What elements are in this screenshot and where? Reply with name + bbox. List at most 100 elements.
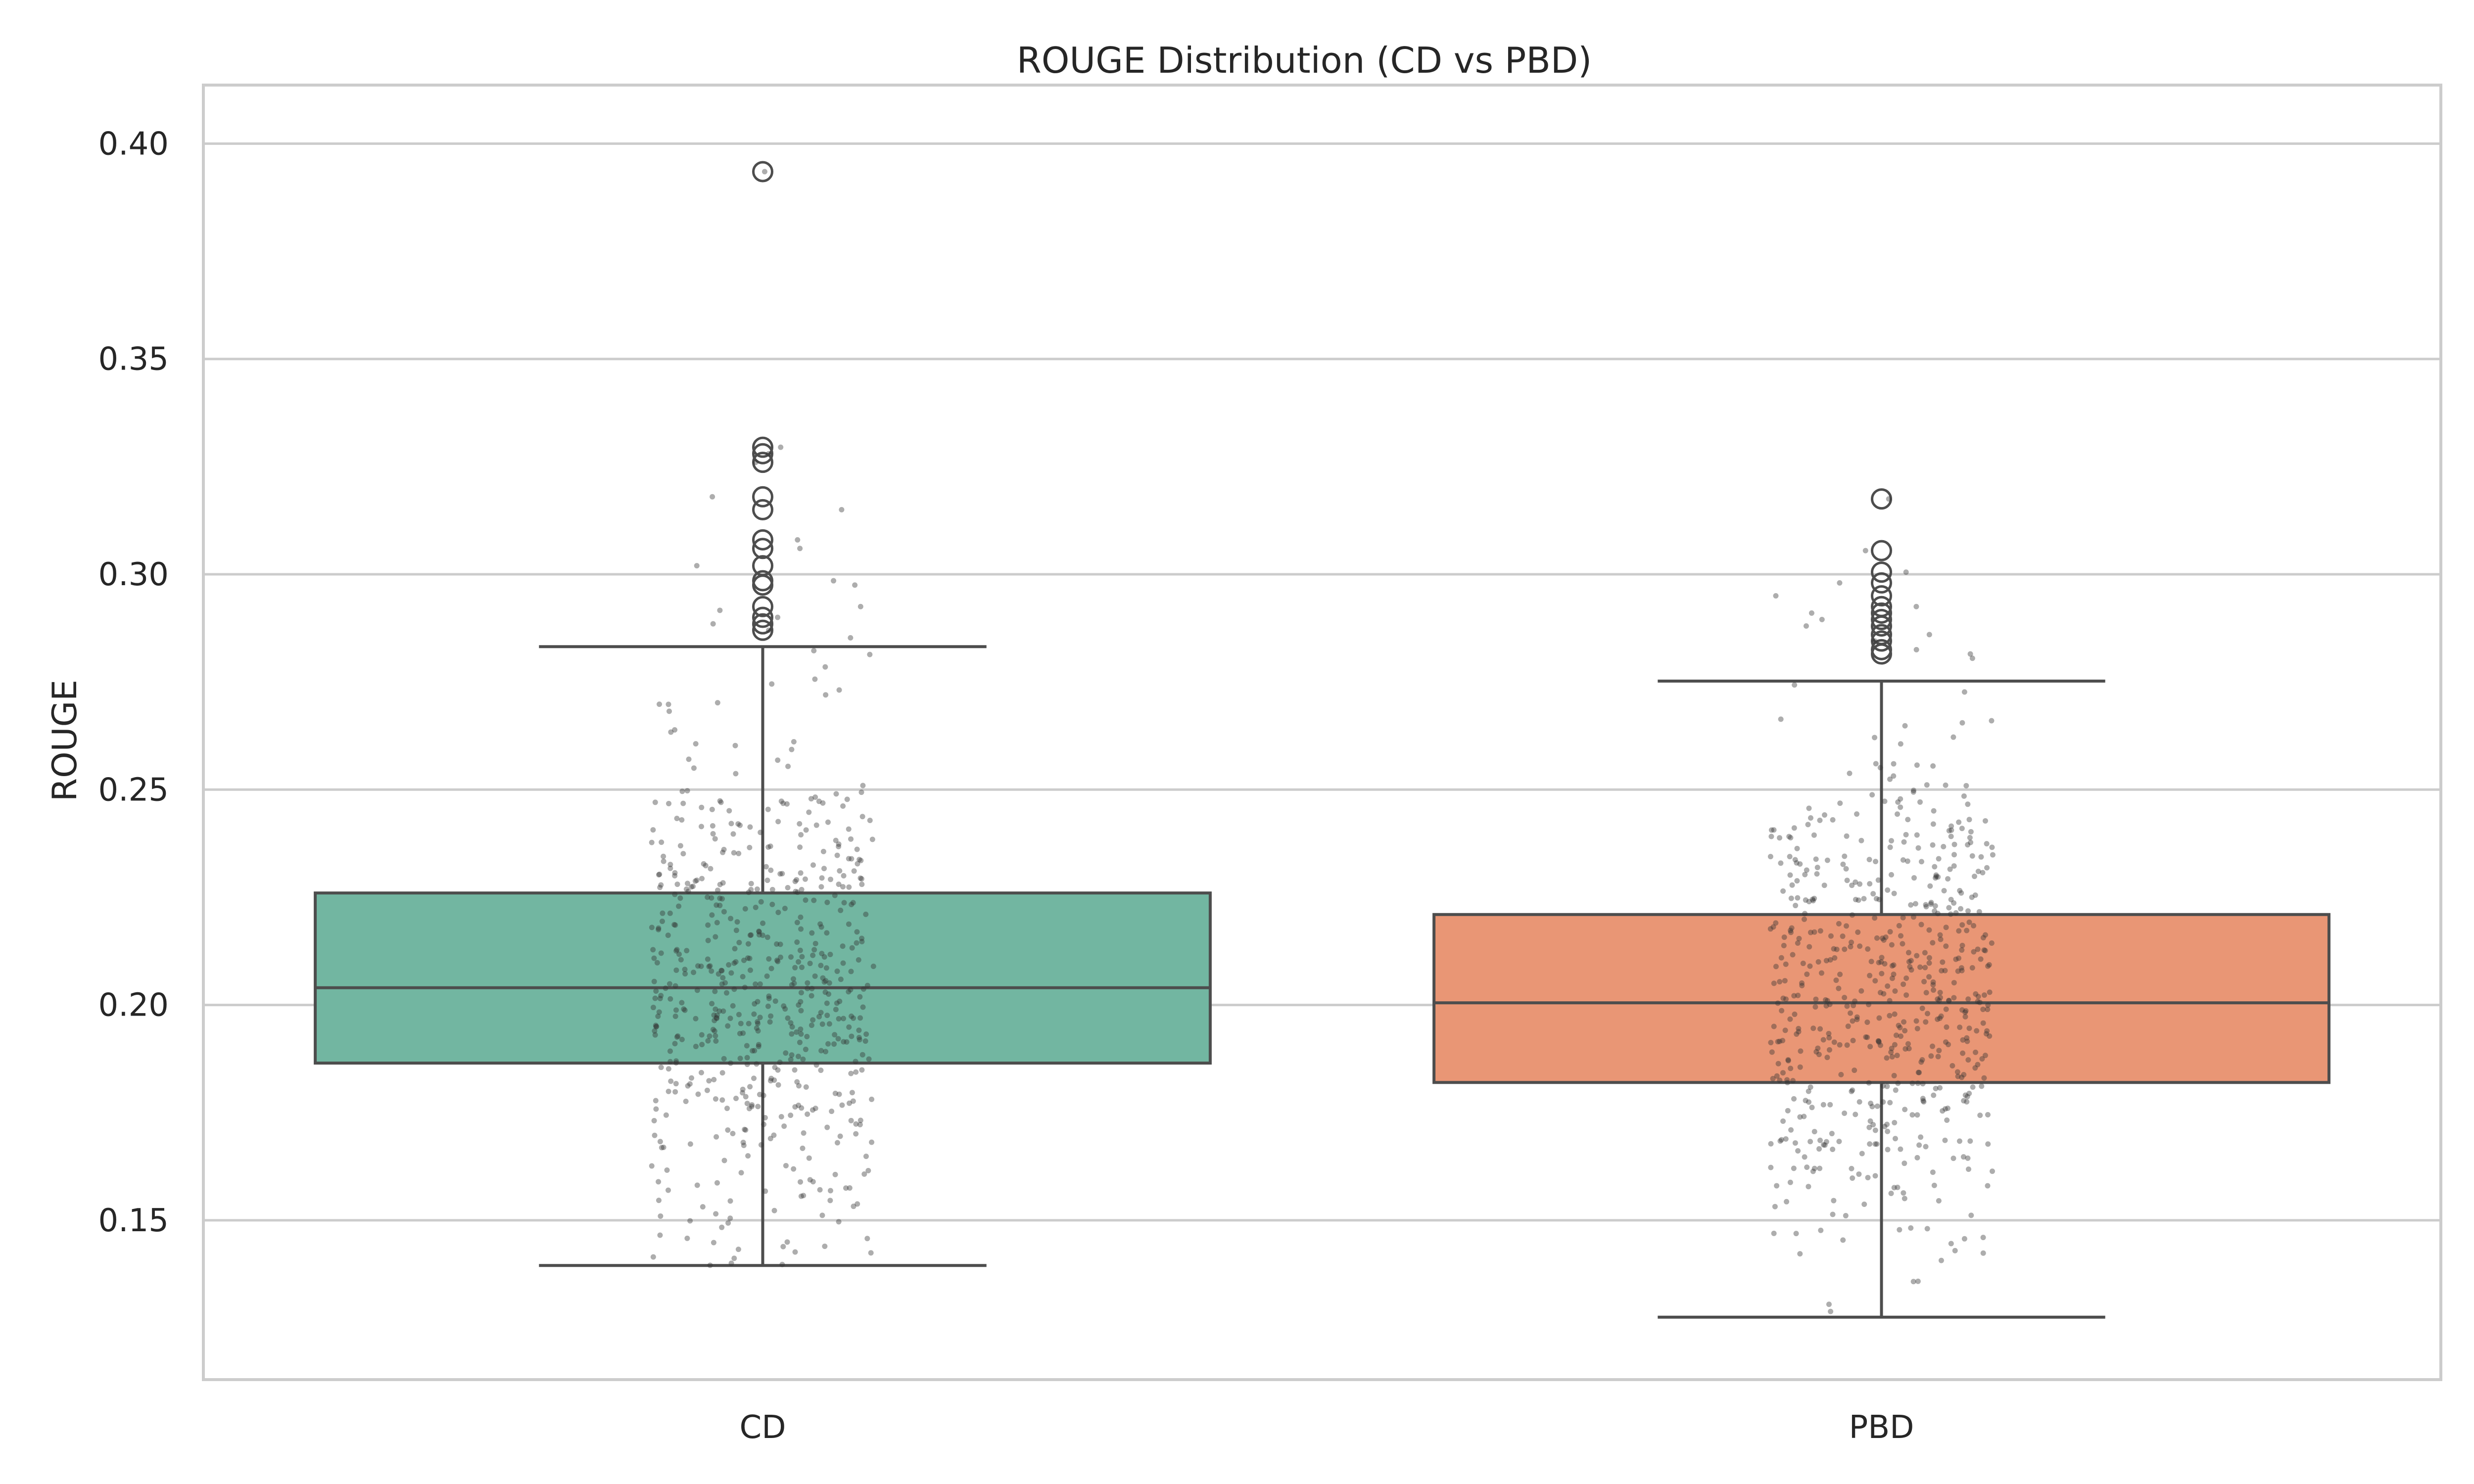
strip-point [795, 537, 801, 543]
strip-point [1922, 950, 1928, 956]
strip-point [723, 990, 729, 996]
strip-point [1767, 926, 1773, 932]
strip-point [1924, 1011, 1930, 1017]
strip-point [1816, 1146, 1822, 1152]
strip-point [841, 900, 847, 906]
strip-point [666, 701, 671, 707]
strip-point [784, 1239, 790, 1245]
strip-point [767, 843, 773, 849]
strip-point [757, 981, 763, 987]
strip-point [705, 922, 711, 928]
strip-point [1782, 1027, 1788, 1033]
strip-point [672, 1041, 678, 1047]
strip-point [1877, 990, 1883, 996]
strip-point [694, 987, 700, 993]
strip-point [728, 916, 734, 922]
strip-point [856, 1027, 862, 1033]
strip-point [791, 976, 797, 982]
strip-point [692, 878, 698, 884]
strip-point [816, 1014, 822, 1020]
strip-point [668, 1078, 674, 1084]
strip-point [777, 941, 783, 947]
strip-point [1838, 1071, 1844, 1077]
strip-point [1851, 1003, 1856, 1009]
strip-point [1928, 1053, 1934, 1059]
strip-point [1801, 916, 1807, 922]
strip-point [849, 1033, 855, 1039]
strip-point [728, 970, 734, 976]
x-axis-ticks: CD PBD [740, 1409, 1914, 1446]
outlier-point [1871, 602, 1892, 624]
outlier-point [1871, 639, 1892, 660]
strip-point [1893, 1087, 1899, 1093]
strip-point [695, 963, 701, 969]
strip-points [649, 169, 1996, 1314]
strip-point [674, 1034, 680, 1040]
strip-point [709, 968, 714, 974]
strip-cd [649, 169, 876, 1268]
strip-point [1891, 972, 1897, 977]
strip-point [846, 989, 852, 995]
strip-point [812, 794, 818, 800]
strip-point [1970, 1084, 1976, 1090]
strip-point [1884, 1121, 1890, 1127]
strip-point [826, 991, 832, 997]
strip-point [1772, 1204, 1778, 1209]
strip-point [1806, 1099, 1812, 1105]
strip-point [1827, 1102, 1833, 1108]
strip-point [684, 881, 690, 886]
y-tick-label: 0.35 [98, 341, 169, 378]
strip-point [1918, 1134, 1924, 1140]
strip-point [714, 1016, 720, 1021]
strip-point [846, 856, 852, 862]
strip-point [1903, 569, 1909, 575]
strip-point [1935, 874, 1941, 880]
strip-point [761, 1092, 766, 1098]
strip-point [747, 967, 753, 973]
strip-point [797, 844, 803, 850]
strip-point [1874, 1141, 1880, 1147]
strip-point [1971, 874, 1977, 880]
strip-point [840, 960, 846, 966]
strip-point [768, 867, 774, 873]
strip-point [1895, 799, 1901, 805]
strip-point [1802, 1154, 1808, 1160]
strip-point [1958, 890, 1964, 896]
strip-point [1972, 1065, 1978, 1071]
strip-point [777, 871, 783, 877]
strip-point [1951, 900, 1957, 906]
strip-point [1936, 998, 1942, 1004]
strip-point [1931, 808, 1937, 814]
outlier-point [752, 161, 773, 183]
strip-point [742, 906, 748, 912]
strip-point [1908, 902, 1914, 908]
strip-point [832, 1032, 838, 1038]
strip-point [762, 1115, 768, 1121]
strip-point [673, 948, 679, 954]
strip-point [1903, 1046, 1908, 1052]
strip-point [667, 1048, 673, 1054]
strip-point [1872, 978, 1878, 984]
strip-point [1933, 874, 1939, 880]
strip-point [1882, 798, 1888, 804]
strip-point [1817, 817, 1823, 823]
strip-point [859, 814, 865, 820]
strip-point [732, 742, 738, 748]
strip-point [1930, 1169, 1936, 1175]
strip-point [1989, 940, 1995, 946]
strip-point [1866, 857, 1872, 863]
strip-point [1888, 872, 1894, 878]
strip-point [686, 756, 692, 762]
strip-point [664, 1167, 670, 1173]
strip-point [1794, 1031, 1800, 1037]
strip-point [1807, 963, 1813, 969]
strip-point [1817, 1165, 1823, 1171]
strip-point [738, 1170, 744, 1176]
strip-point [721, 1158, 727, 1163]
strip-point [1796, 935, 1802, 941]
strip-point [1963, 1008, 1969, 1014]
strip-point [857, 1015, 863, 1021]
strip-point [1796, 1029, 1802, 1035]
strip-point [1962, 1014, 1968, 1020]
strip-point [1985, 1183, 1991, 1189]
